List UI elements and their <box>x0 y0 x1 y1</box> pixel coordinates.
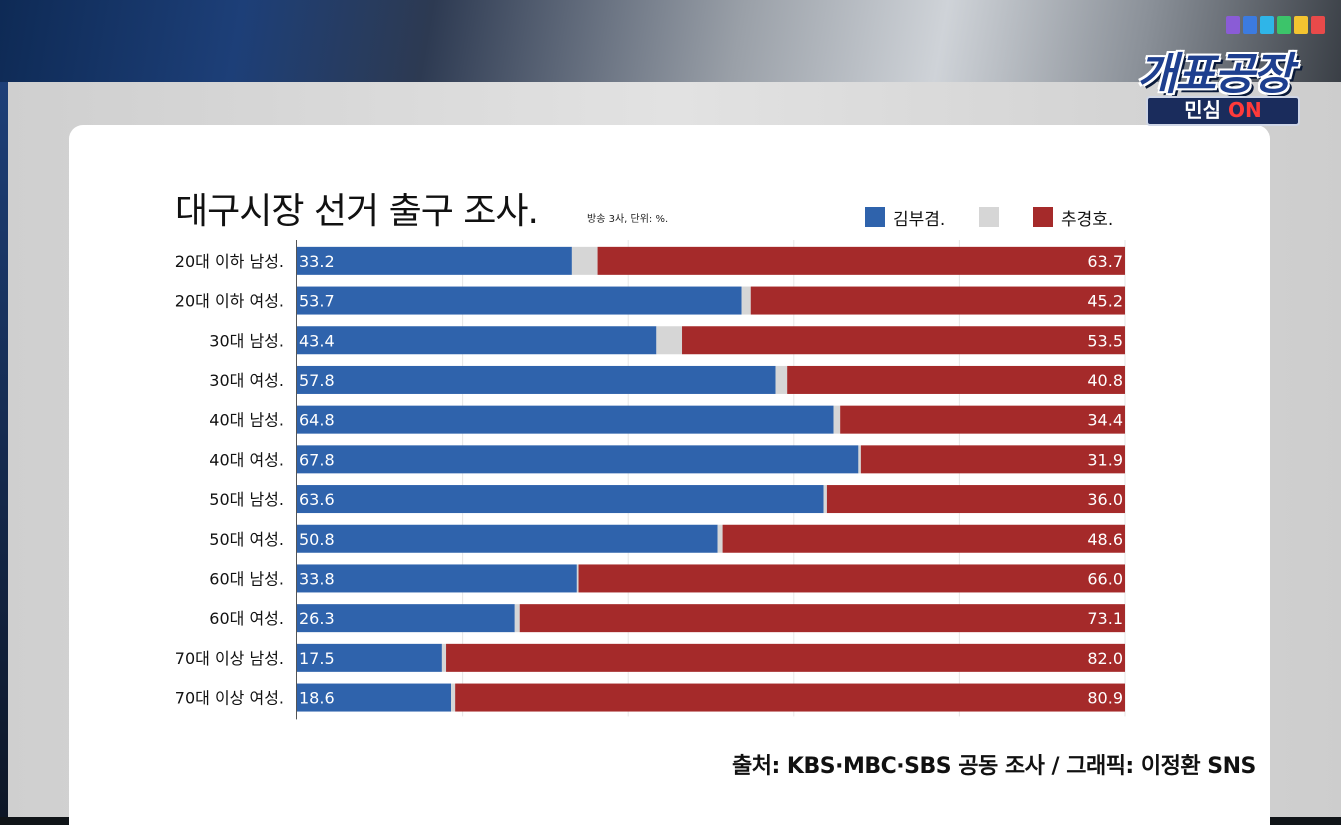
data-label-choo: 63.7 <box>1087 252 1123 271</box>
bar-gap <box>775 365 788 394</box>
bar-gap <box>576 564 579 593</box>
bar-kim <box>297 564 577 593</box>
bar-choo <box>722 524 1125 553</box>
bar-gap <box>741 286 751 315</box>
bar-gap <box>451 683 456 712</box>
bar-kim <box>297 405 834 434</box>
bar-kim <box>297 604 515 633</box>
category-label: 30대 남성. <box>209 331 284 350</box>
data-label-choo: 36.0 <box>1087 490 1123 509</box>
bar-kim <box>297 246 572 275</box>
bar-gap <box>571 246 598 275</box>
data-label-kim: 63.6 <box>299 490 335 509</box>
data-label-choo: 40.8 <box>1087 371 1123 390</box>
bar-gap <box>514 604 520 633</box>
bar-kim <box>297 683 452 712</box>
bar-kim <box>297 524 718 553</box>
bar-choo <box>446 643 1125 672</box>
bar-choo <box>597 246 1125 275</box>
bar-choo <box>578 564 1125 593</box>
data-label-choo: 31.9 <box>1087 450 1123 469</box>
bar-gap <box>441 643 447 672</box>
bar-choo <box>750 286 1125 315</box>
bar-choo <box>860 445 1125 474</box>
bar-gap <box>823 485 827 514</box>
bar-choo <box>826 485 1125 514</box>
bar-kim <box>297 643 442 672</box>
data-label-choo: 45.2 <box>1087 292 1123 311</box>
chart-legend: 김부겸. 추경호. <box>865 204 1135 230</box>
logo-sub-text: 민심 ON <box>1146 96 1300 126</box>
bar-choo <box>455 683 1125 712</box>
category-label: 70대 이상 여성. <box>175 689 284 708</box>
background-left <box>0 82 8 817</box>
data-label-kim: 33.2 <box>299 252 335 271</box>
data-label-kim: 43.4 <box>299 331 335 350</box>
data-label-choo: 48.6 <box>1087 530 1123 549</box>
data-label-choo: 73.1 <box>1087 609 1123 628</box>
bar-kim <box>297 445 859 474</box>
bar-kim <box>297 365 776 394</box>
data-label-choo: 34.4 <box>1087 411 1123 430</box>
data-label-choo: 80.9 <box>1087 689 1123 708</box>
legend-item-kim: 김부겸. <box>865 204 945 230</box>
legend-label-choo: 추경호. <box>1061 209 1114 230</box>
data-label-kim: 33.8 <box>299 569 335 588</box>
category-label: 40대 여성. <box>209 450 284 469</box>
broadcast-logo: 개표공장 민심 ON <box>1098 0 1330 126</box>
legend-item-choo: 추경호. <box>1033 204 1113 230</box>
data-label-kim: 64.8 <box>299 411 335 430</box>
bar-gap <box>717 524 723 553</box>
data-label-choo: 82.0 <box>1087 649 1123 668</box>
category-label: 60대 남성. <box>209 569 284 588</box>
logo-sub-on: ON <box>1228 98 1262 122</box>
bar-kim <box>297 326 657 355</box>
logo-sub-prefix: 민심 <box>1184 98 1222 122</box>
legend-label-kim: 김부겸. <box>893 209 946 230</box>
data-label-kim: 26.3 <box>299 609 335 628</box>
data-label-kim: 53.7 <box>299 292 335 311</box>
category-label: 70대 이상 남성. <box>175 649 284 668</box>
category-label: 50대 여성. <box>209 530 284 549</box>
legend-swatch-choo <box>1033 207 1053 227</box>
category-label: 50대 남성. <box>209 490 284 509</box>
bar-choo <box>682 326 1125 355</box>
category-label: 40대 남성. <box>209 411 284 430</box>
bar-choo <box>519 604 1125 633</box>
legend-swatch-gap <box>979 207 999 227</box>
category-label: 20대 이하 여성. <box>175 292 284 311</box>
bar-choo <box>840 405 1125 434</box>
logo-main-text: 개표공장 <box>1137 49 1293 100</box>
data-label-kim: 17.5 <box>299 649 335 668</box>
background-top <box>0 0 1341 82</box>
logo-color-blocks <box>1226 16 1328 38</box>
legend-swatch-kim <box>865 207 885 227</box>
data-label-kim: 50.8 <box>299 530 335 549</box>
data-label-choo: 66.0 <box>1087 569 1123 588</box>
bar-kim <box>297 286 742 315</box>
chart-title: 대구시장 선거 출구 조사. <box>175 191 539 232</box>
chart-subtitle: 방송 3사, 단위: %. <box>587 214 669 225</box>
bar-kim <box>297 485 824 514</box>
category-label: 20대 이하 남성. <box>175 252 284 271</box>
bar-choo <box>787 365 1125 394</box>
legend-item-gap <box>979 204 1007 230</box>
data-label-kim: 57.8 <box>299 371 335 390</box>
bar-gap <box>656 326 683 355</box>
data-label-kim: 67.8 <box>299 450 335 469</box>
category-label: 30대 여성. <box>209 371 284 390</box>
bar-gap <box>858 445 861 474</box>
bar-gap <box>833 405 841 434</box>
category-label: 60대 여성. <box>209 609 284 628</box>
data-label-choo: 53.5 <box>1087 331 1123 350</box>
source-credit: 출처: KBS·MBC·SBS 공동 조사 / 그래픽: 이정환 SNS <box>732 754 1256 779</box>
data-label-kim: 18.6 <box>299 689 335 708</box>
